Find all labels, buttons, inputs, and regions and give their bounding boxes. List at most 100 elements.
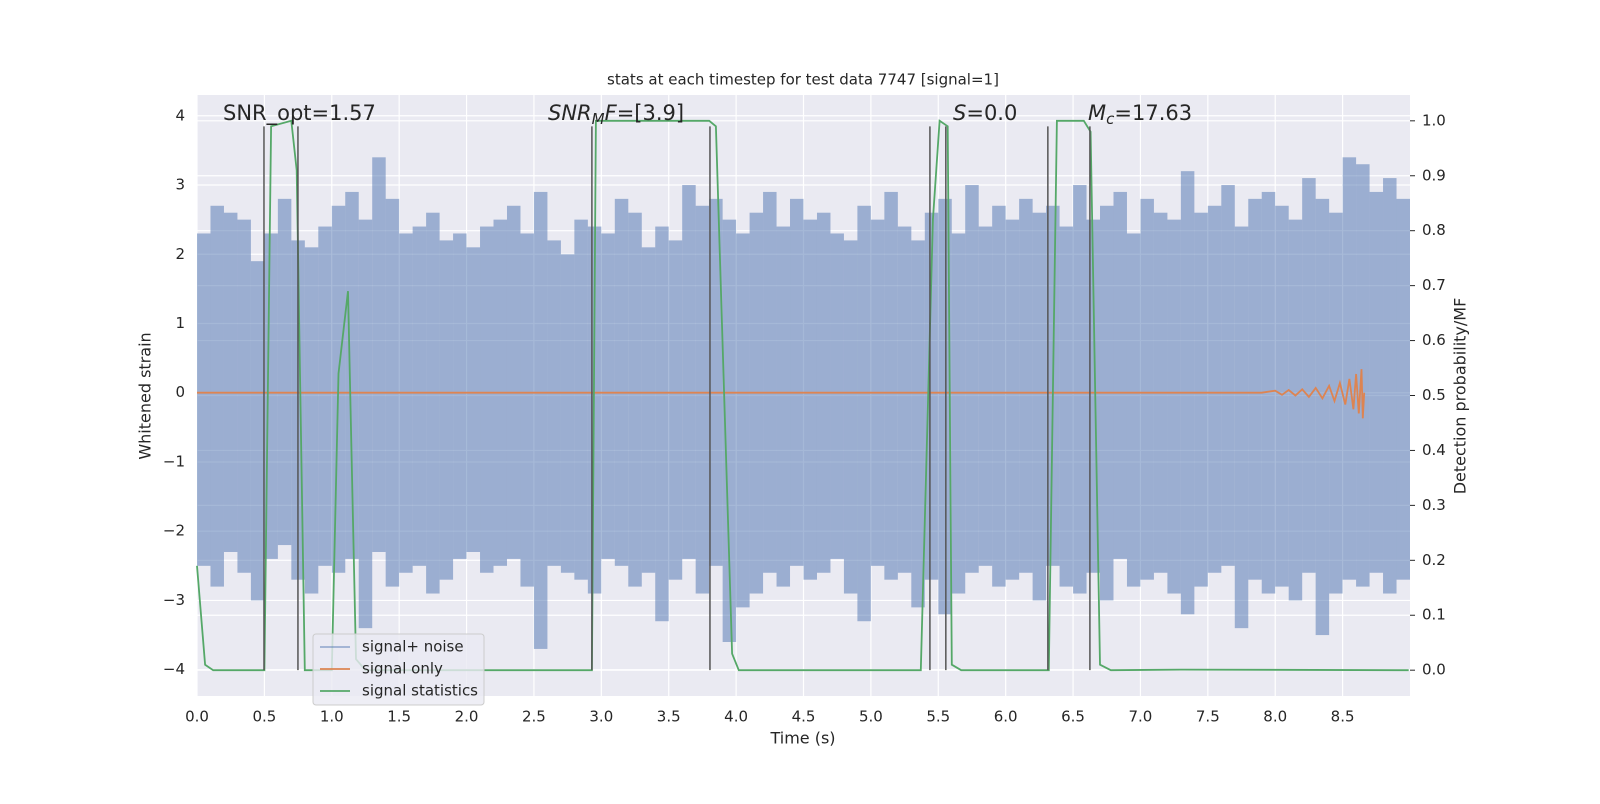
y2-tick-label: 0.4 (1422, 441, 1446, 459)
x-tick-label: 1.0 (320, 708, 344, 726)
noise-bar (1100, 205, 1114, 601)
x-tick-label: 8.5 (1331, 708, 1355, 726)
noise-bar (763, 191, 777, 573)
annotation-part: S (953, 101, 966, 125)
x-tick-label: 3.5 (657, 708, 681, 726)
noise-bar (1383, 178, 1397, 594)
noise-bar (399, 233, 413, 573)
y2-tick-label: 1.0 (1422, 111, 1446, 129)
annotation-part: M (1088, 101, 1106, 125)
x-tick-label: 6.0 (994, 708, 1018, 726)
x-tick-label: 0.5 (252, 708, 276, 726)
noise-bar (830, 233, 844, 559)
noise-bar (709, 198, 723, 566)
x-tick-label: 7.5 (1196, 708, 1220, 726)
noise-bar (1140, 198, 1154, 580)
noise-bar (1207, 205, 1222, 573)
x-axis-label: Time (s) (769, 729, 835, 748)
noise-bar (345, 191, 359, 559)
noise-bar (1369, 191, 1384, 573)
noise-bar (277, 198, 292, 546)
noise-bar (318, 226, 332, 566)
noise-bar (790, 198, 804, 566)
noise-bar (641, 247, 656, 573)
noise-bar (1073, 185, 1087, 594)
noise-bar (1234, 226, 1249, 629)
noise-bar (453, 233, 467, 559)
noise-bar (695, 205, 710, 594)
noise-bar (1356, 164, 1370, 587)
noise-bar (426, 212, 440, 594)
noise-bar (520, 233, 534, 587)
x-tick-label: 1.5 (387, 708, 411, 726)
x-tick-label: 2.0 (455, 708, 479, 726)
noise-bar (803, 219, 817, 580)
noise-bar (978, 226, 993, 566)
legend (312, 633, 485, 706)
noise-bar (264, 233, 278, 559)
noise-bar (1288, 219, 1303, 601)
noise-bar (628, 212, 642, 587)
annotation: S=0.0 (953, 101, 1017, 125)
y-tick-label: 1 (175, 314, 185, 332)
y2-tick-label: 0.8 (1422, 221, 1446, 239)
noise-bar (210, 205, 224, 587)
y2-tick-label: 0.6 (1422, 331, 1446, 349)
x-tick-label: 4.5 (792, 708, 816, 726)
legend-label: signal statistics (362, 682, 478, 700)
legend-label: signal only (362, 660, 443, 678)
noise-bar (1315, 198, 1330, 636)
noise-bar (480, 226, 494, 573)
annotation: Mc=17.63 (1088, 101, 1192, 128)
x-tick-label: 2.5 (522, 708, 546, 726)
y2-tick-label: 0.7 (1422, 276, 1446, 294)
noise-bar (223, 212, 238, 552)
noise-bar (304, 247, 319, 594)
noise-bar (884, 191, 898, 580)
noise-bar (911, 240, 925, 608)
noise-bar (1261, 191, 1276, 594)
annotation-part: M (592, 110, 605, 128)
noise-bar (1275, 205, 1289, 587)
noise-bar (1194, 212, 1208, 587)
noise-bar (1059, 226, 1074, 587)
annotation-part: =17.63 (1114, 101, 1192, 125)
y-tick-label: 2 (175, 245, 185, 263)
noise-bar (857, 205, 871, 622)
noise-bar (547, 240, 561, 566)
noise-bar (722, 219, 737, 642)
y-tick-label: −3 (163, 591, 185, 609)
noise-bar (965, 185, 979, 573)
x-tick-label: 7.0 (1129, 708, 1153, 726)
noise-bar (574, 219, 588, 580)
noise-bar (1248, 198, 1262, 580)
y2-tick-label: 0.3 (1422, 496, 1446, 514)
x-tick-label: 3.0 (589, 708, 613, 726)
noise-bar (1005, 219, 1020, 580)
noise-bar (668, 240, 683, 580)
y-tick-label: −2 (163, 522, 185, 540)
noise-bar (601, 233, 615, 559)
noise-bar (372, 157, 386, 552)
annotation-part: c (1106, 110, 1115, 128)
noise-bar (897, 226, 912, 573)
y2-tick-label: 0.0 (1422, 661, 1446, 679)
noise-bar (1113, 191, 1127, 559)
noise-bar (506, 205, 521, 559)
annotation-part: SNR_opt=1.57 (223, 101, 376, 126)
noise-bar (533, 191, 548, 649)
y2-tick-label: 0.2 (1422, 551, 1446, 569)
y-tick-label: −1 (163, 452, 185, 470)
noise-bar (655, 226, 669, 622)
x-tick-label: 0.0 (185, 708, 209, 726)
x-tick-label: 6.5 (1061, 708, 1085, 726)
y-tick-label: 4 (175, 106, 185, 124)
annotation: SNR_opt=1.57 (223, 101, 376, 126)
y2-tick-label: 0.1 (1422, 606, 1446, 624)
y2-tick-label: 0.5 (1422, 386, 1446, 404)
legend-label: signal+ noise (362, 638, 464, 656)
noise-bar (560, 254, 575, 573)
noise-bar (1032, 212, 1047, 601)
y2-tick-label: 0.9 (1422, 166, 1446, 184)
y-tick-label: 3 (175, 176, 185, 194)
